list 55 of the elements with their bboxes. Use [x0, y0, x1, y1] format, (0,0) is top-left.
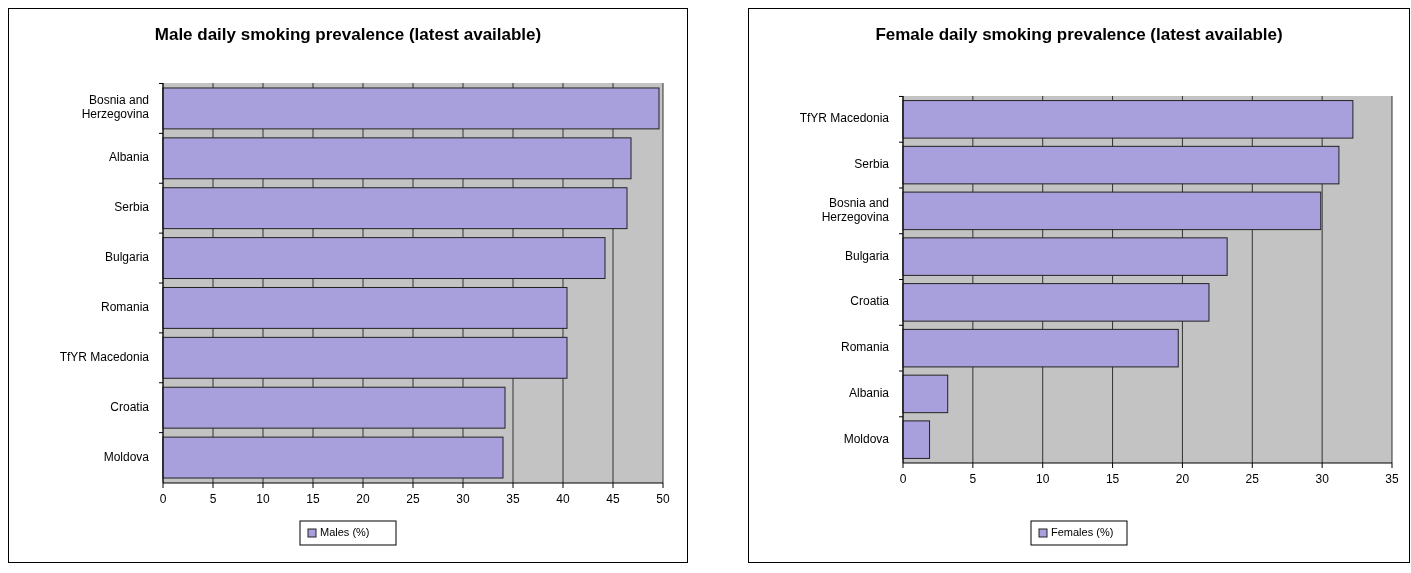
- y-tick-label: Bosnia and Herzegovina: [81, 93, 150, 122]
- y-tick-label: Romania: [100, 300, 150, 315]
- bar: [162, 286, 568, 329]
- bar: [902, 283, 1210, 322]
- x-tick-label: 20: [1175, 472, 1190, 486]
- y-tick-label: TfYR Macedonia: [59, 349, 150, 364]
- bar: [902, 374, 949, 414]
- x-tick-label: 45: [606, 492, 620, 506]
- y-tick-label: Romania: [840, 340, 890, 355]
- bar: [162, 137, 632, 180]
- bar: [162, 436, 504, 479]
- legend-label: Males (%): [320, 525, 370, 538]
- x-tick-label: 35: [506, 492, 520, 506]
- x-tick-label: 30: [1315, 472, 1330, 486]
- legend-label: Females (%): [1051, 525, 1114, 538]
- y-tick-label: Croatia: [110, 399, 150, 414]
- y-tick-label: Croatia: [850, 294, 890, 309]
- y-tick-label: Moldova: [843, 431, 890, 446]
- y-tick-label: Bosnia and Herzegovina: [821, 196, 890, 225]
- bar: [162, 87, 660, 130]
- bar: [902, 145, 1340, 185]
- x-tick-label: 30: [456, 492, 470, 506]
- bar: [902, 191, 1322, 231]
- bar: [162, 237, 606, 280]
- y-tick-label: Moldova: [103, 449, 150, 464]
- x-tick-label: 5: [969, 472, 977, 486]
- bar: [162, 336, 568, 379]
- y-tick-label: Bulgaria: [104, 250, 150, 265]
- chart-title: Male daily smoking prevalence (latest available): [154, 25, 542, 44]
- x-tick-label: 25: [1245, 472, 1260, 486]
- x-tick-label: 0: [159, 492, 167, 506]
- bar: [902, 420, 931, 459]
- bar: [902, 237, 1228, 276]
- x-tick-label: 15: [1105, 472, 1120, 486]
- y-tick-label: Albania: [108, 150, 150, 165]
- x-tick-label: 25: [406, 492, 420, 506]
- y-tick-label: TfYR Macedonia: [799, 111, 890, 126]
- bar: [162, 187, 628, 230]
- chart-title: Female daily smoking prevalence (latest available): [875, 25, 1283, 44]
- x-tick-label: 40: [556, 492, 570, 506]
- y-tick-label: Serbia: [114, 200, 150, 215]
- x-tick-label: 0: [899, 472, 907, 486]
- y-tick-label: Bulgaria: [844, 248, 890, 263]
- x-tick-label: 10: [256, 492, 270, 506]
- bar: [902, 100, 1354, 139]
- x-tick-label: 10: [1036, 472, 1050, 486]
- x-tick-label: 15: [306, 492, 320, 506]
- bar: [902, 328, 1179, 368]
- y-tick-label: Albania: [848, 386, 890, 401]
- x-tick-label: 50: [656, 492, 670, 506]
- x-tick-label: 20: [356, 492, 370, 506]
- x-tick-label: 35: [1385, 472, 1399, 486]
- bar: [162, 386, 506, 429]
- x-tick-label: 5: [209, 492, 217, 506]
- y-tick-label: Serbia: [854, 157, 890, 172]
